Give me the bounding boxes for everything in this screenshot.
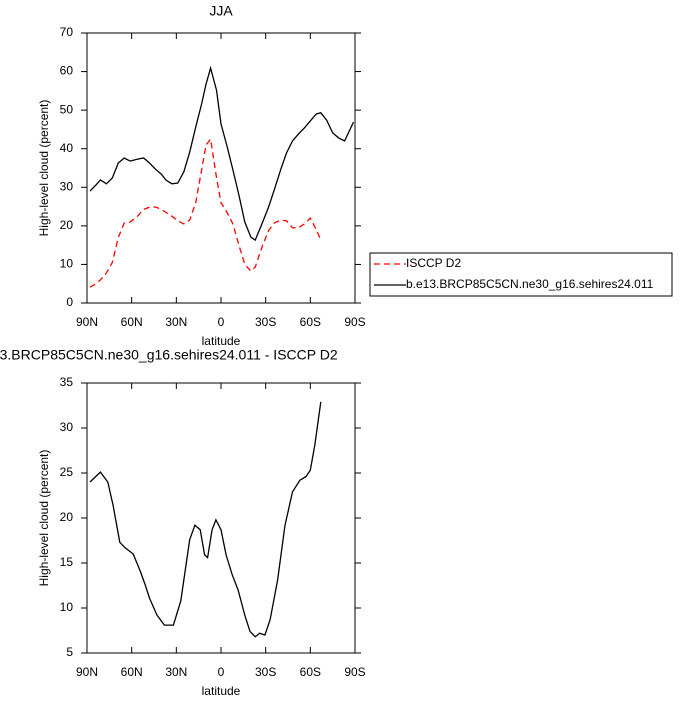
y-tick-label: 10 xyxy=(60,257,74,271)
y-tick-label: 25 xyxy=(60,465,74,479)
y-tick-label: 20 xyxy=(60,218,74,232)
y-tick-label: 0 xyxy=(66,295,73,309)
legend-label: ISCCP D2 xyxy=(406,256,461,270)
y-tick-label: 15 xyxy=(60,555,74,569)
legend-box xyxy=(369,252,673,297)
legend-label: b.e13.BRCP85C5CN.ne30_g16.sehires24.011 xyxy=(406,277,654,291)
y-axis-label: High-level cloud (percent) xyxy=(37,450,51,587)
data-line xyxy=(89,401,322,638)
x-tick-label: 0 xyxy=(218,315,225,329)
y-tick-label: 50 xyxy=(60,102,74,116)
x-tick-label: 60S xyxy=(300,315,321,329)
x-tick-label: 90N xyxy=(76,315,98,329)
x-axis-label: latitude xyxy=(202,684,241,698)
x-tick-label: 30S xyxy=(255,315,276,329)
y-tick-label: 40 xyxy=(60,141,74,155)
chart-title: JJA xyxy=(209,3,233,19)
y-tick-label: 10 xyxy=(60,600,74,614)
chart-title: b.e13.BRCP85C5CN.ne30_g16.sehires24.011 … xyxy=(0,347,338,363)
x-tick-label: 60S xyxy=(300,665,321,679)
plot-frame xyxy=(86,32,356,304)
y-tick-label: 30 xyxy=(60,179,74,193)
x-tick-label: 90S xyxy=(344,665,365,679)
x-tick-label: 0 xyxy=(218,665,225,679)
y-tick-label: 20 xyxy=(60,510,74,524)
y-tick-label: 30 xyxy=(60,420,74,434)
data-line xyxy=(89,137,322,288)
data-line xyxy=(89,65,355,242)
y-tick-label: 5 xyxy=(66,645,73,659)
x-tick-label: 30N xyxy=(165,665,187,679)
x-tick-label: 30S xyxy=(255,665,276,679)
y-axis-label: High-level cloud (percent) xyxy=(37,100,51,237)
x-axis-label: latitude xyxy=(202,334,241,348)
y-tick-label: 60 xyxy=(60,64,74,78)
x-tick-label: 60N xyxy=(121,665,143,679)
x-tick-label: 30N xyxy=(165,315,187,329)
plot-frame xyxy=(86,382,356,654)
x-tick-label: 90S xyxy=(344,315,365,329)
x-tick-label: 90N xyxy=(76,665,98,679)
y-tick-label: 70 xyxy=(60,25,74,39)
x-tick-label: 60N xyxy=(121,315,143,329)
y-tick-label: 35 xyxy=(60,375,74,389)
